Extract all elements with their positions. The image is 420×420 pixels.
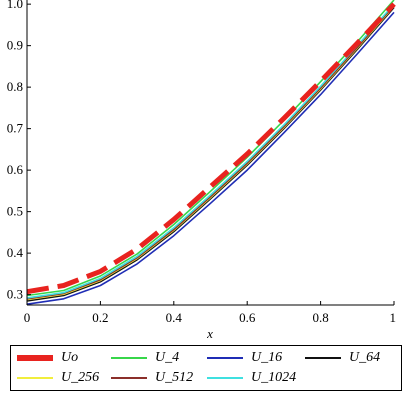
y-tick-label: 0.9 (7, 38, 23, 53)
legend-label: Uo (61, 350, 79, 365)
x-tick-label: 1 (390, 310, 397, 325)
x-tick-label: 0 (24, 310, 31, 325)
legend-item: U_512 (111, 368, 193, 388)
legend-item: U_4 (111, 348, 179, 368)
series-line-u-16 (26, 11, 395, 305)
y-tick-label: 0.6 (7, 162, 24, 177)
series-line-u-256 (26, 5, 395, 301)
legend-label: U_4 (155, 350, 180, 365)
y-tick-label: 0.7 (7, 121, 24, 136)
legend-swatch (17, 355, 53, 361)
legend-label: U_64 (349, 350, 381, 365)
line-chart: 0 0.2 0.4 0.6 0.8 1 0.30.40.50.60.70.80.91.0 … (7, 0, 396, 340)
x-axis-title: x (206, 326, 213, 340)
series-line-uo (26, 2, 396, 295)
legend-item: Uo (17, 348, 78, 368)
y-tick-label: 0.3 (7, 287, 23, 302)
series-line-u-512 (26, 4, 395, 300)
x-tick-label: 0.6 (239, 310, 256, 325)
y-ticks: 0.3 0.4 0.5 0.6 0.7 0.8 0.9 1.0 (7, 0, 31, 302)
legend-item: U_64 (305, 348, 380, 368)
legend-item: U_16 (207, 348, 282, 368)
legend-swatch (17, 377, 53, 379)
y-tick-label: 1.0 (7, 0, 23, 11)
plot-lines (26, 0, 396, 305)
legend: Uo U_4 U_16 U_64 U_256 U_512 U_1024 (10, 345, 402, 391)
legend-item: U_256 (17, 368, 99, 388)
x-tick-label: 0.2 (92, 310, 108, 325)
x-tick-label: 0.4 (166, 310, 183, 325)
y-tick-label: 0.8 (7, 79, 23, 94)
legend-swatch (111, 357, 147, 359)
series-line-u-64 (26, 6, 395, 302)
y-tick-label: 0.5 (7, 204, 23, 219)
legend-item: U_1024 (207, 368, 296, 388)
legend-swatch (207, 377, 243, 379)
legend-swatch (305, 357, 341, 359)
x-tick-label: 0.8 (312, 310, 328, 325)
series-line-u-4 (26, 0, 395, 297)
legend-label: U_1024 (251, 370, 297, 385)
legend-swatch (207, 357, 243, 359)
legend-label: U_512 (155, 370, 194, 385)
series-line-u-1024 (26, 3, 395, 299)
y-tick-label: 0.4 (7, 245, 24, 260)
legend-label: U_16 (251, 350, 283, 365)
legend-swatch (111, 377, 147, 379)
x-ticks: 0 0.2 0.4 0.6 0.8 1 (24, 301, 396, 325)
legend-label: U_256 (61, 370, 100, 385)
